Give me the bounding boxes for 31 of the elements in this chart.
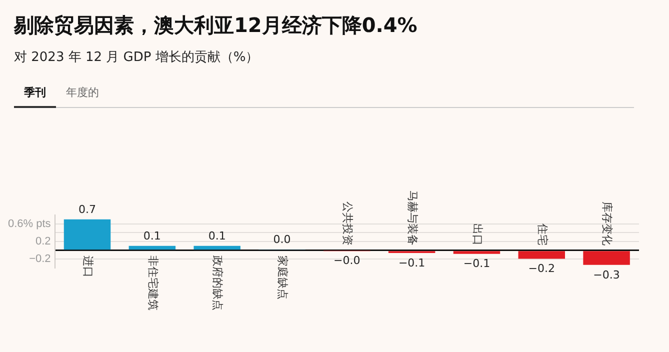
x-tick-label: 马赫与装备 <box>406 190 419 246</box>
data-label: −0.1 <box>463 257 490 270</box>
x-tick-label: 政府的缺点 <box>211 255 224 310</box>
x-tick-label: 公共投资 <box>341 201 354 246</box>
bar <box>453 251 500 254</box>
data-label: 0.0 <box>273 232 291 246</box>
x-tick-label: 进口 <box>81 255 94 278</box>
x-tick-label: 家庭缺点 <box>276 255 290 300</box>
bar <box>64 219 111 250</box>
text: 季刊 <box>14 82 56 108</box>
x-tick-label: 非住宅建筑 <box>146 255 160 310</box>
chart-title: 剔除贸易因素，澳大利亚12月经济下降0.4% <box>14 12 418 39</box>
y-tick-label: −0.2 <box>29 253 51 266</box>
data-label: 0.1 <box>143 229 161 242</box>
data-label: 0.7 <box>78 202 96 216</box>
data-label: −0.2 <box>528 262 555 276</box>
x-tick-label: 库存变化 <box>600 201 614 246</box>
y-tick-label: 0.2 <box>36 236 51 248</box>
data-label: −0.3 <box>593 268 620 282</box>
data-label: −0.1 <box>398 256 426 270</box>
bar <box>583 251 630 265</box>
y-tick-label: 0.6% pts <box>8 218 52 230</box>
text: 年度的 <box>65 85 100 101</box>
data-label: −0.0 <box>334 254 360 268</box>
bar <box>128 246 176 250</box>
data-label: 0.1 <box>208 229 226 242</box>
bar <box>194 246 240 250</box>
x-tick-label: 住宅 <box>536 223 549 246</box>
chart-subtitle: 对 2023 年 12 月 GDP 增长的贡献（%） <box>14 49 259 66</box>
bar <box>518 251 565 259</box>
x-tick-label: 出口 <box>470 223 484 246</box>
